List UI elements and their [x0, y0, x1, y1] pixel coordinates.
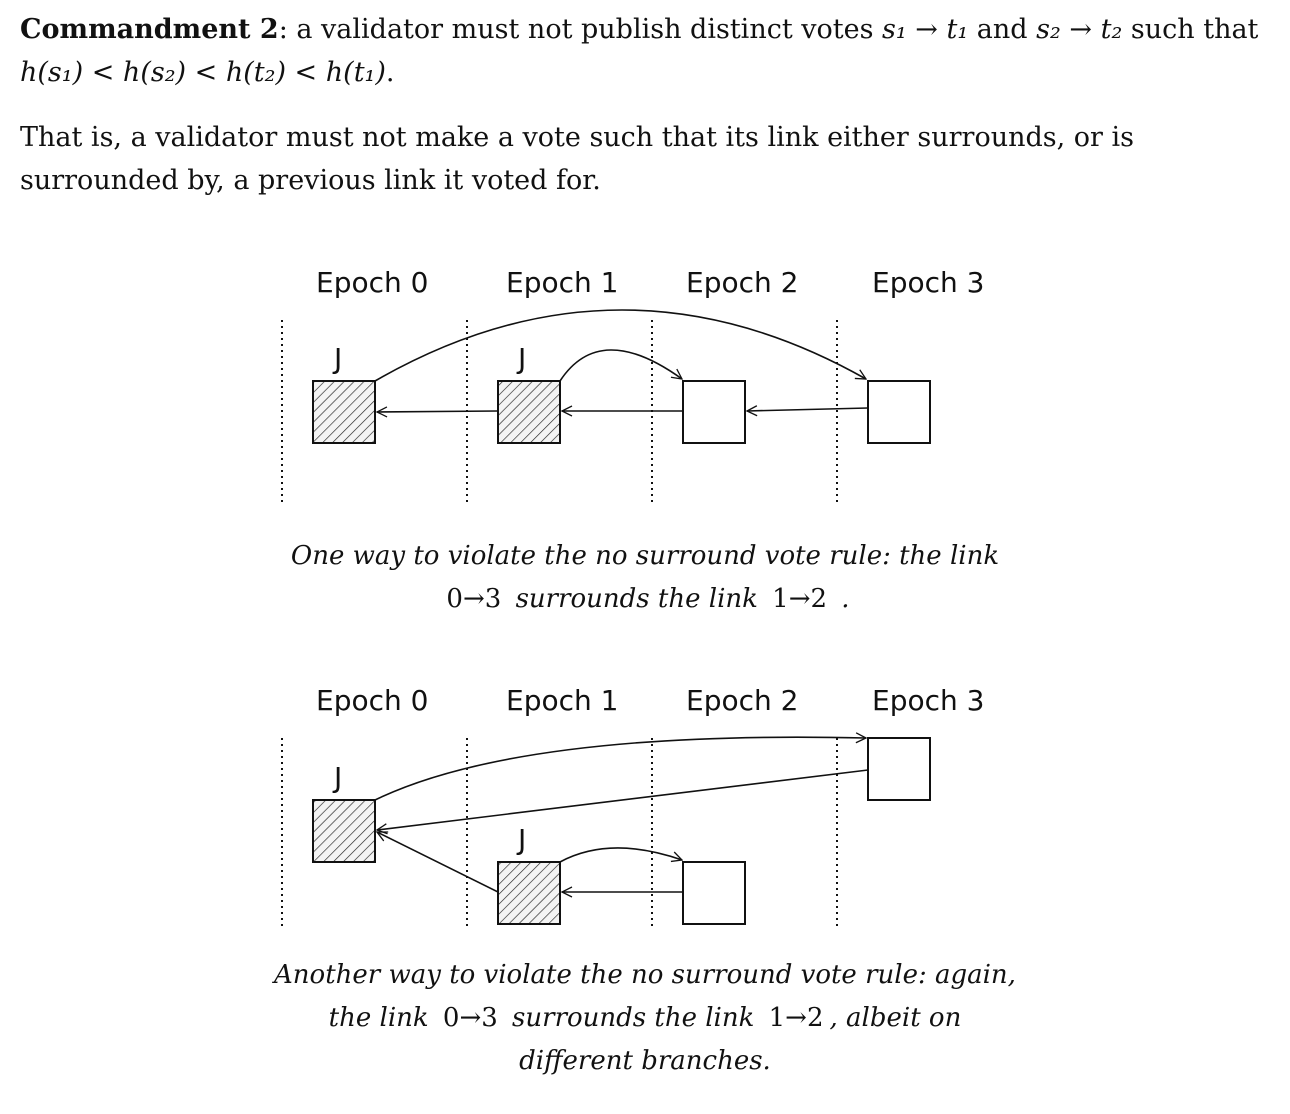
caption-link-outer: 0→3 — [442, 1003, 498, 1033]
vote-link-0-to-3 — [374, 737, 866, 801]
block-epoch-3 — [867, 737, 931, 801]
caption-text: One way to violate the no surround vote … — [290, 541, 1000, 571]
epoch-3-label: Epoch 3 — [872, 266, 984, 299]
figure-2-caption: Another way to violate the no surround v… — [225, 954, 1065, 1083]
commandment-text-b: and — [968, 14, 1037, 45]
caption-text: , albeit on — [829, 1003, 962, 1033]
commandment-text-d: . — [385, 57, 395, 88]
block-epoch-3 — [867, 380, 931, 444]
commandment-text-c: such that — [1122, 14, 1259, 45]
epoch-2-label: Epoch 2 — [686, 684, 798, 717]
block-epoch-1-justified — [497, 380, 561, 444]
block-epoch-0-justified — [312, 799, 376, 863]
commandment-label: Commandment 2 — [20, 14, 279, 45]
block-epoch-0-justified — [312, 380, 376, 444]
vote-link-1-to-2 — [559, 349, 682, 382]
vote-1: s₁ → t₁ — [882, 14, 969, 45]
caption-text: Another way to violate the no surround v… — [274, 960, 1016, 990]
vote-2: s₂ → t₂ — [1036, 14, 1123, 45]
caption-text: different branches. — [519, 1046, 771, 1076]
explanation-paragraph: That is, a validator must not make a vot… — [20, 122, 1135, 196]
epoch-2-label: Epoch 2 — [686, 266, 798, 299]
justified-label: J — [516, 823, 526, 856]
commandment-paragraph: Commandment 2: a validator must not publ… — [20, 8, 1270, 94]
block-epoch-2 — [682, 861, 746, 925]
commandment-text-a: : a validator must not publish distinct … — [278, 14, 883, 45]
block-epoch-1-justified — [497, 861, 561, 925]
epoch-0-label: Epoch 0 — [316, 684, 428, 717]
parent-link — [747, 408, 869, 411]
parent-link — [377, 831, 499, 893]
figure-2-diagram: Epoch 0 Epoch 1 Epoch 2 Epoch 3 J J — [281, 684, 984, 926]
caption-text: . — [841, 584, 850, 614]
epoch-3-label: Epoch 3 — [872, 684, 984, 717]
vote-link-0-to-3 — [374, 309, 866, 382]
justified-label: J — [516, 342, 526, 375]
block-epoch-2 — [682, 380, 746, 444]
caption-link-inner: 1→2 — [772, 584, 828, 614]
caption-link-inner: 1→2 — [768, 1003, 824, 1033]
caption-text: the link — [328, 1003, 429, 1033]
justified-label: J — [332, 342, 342, 375]
caption-link-outer: 0→3 — [446, 584, 502, 614]
figure-1-diagram: Epoch 0 Epoch 1 Epoch 2 Epoch 3 J J — [281, 266, 984, 506]
justified-label: J — [332, 761, 342, 794]
caption-text: surrounds the link — [515, 584, 758, 614]
epoch-1-label: Epoch 1 — [506, 684, 618, 717]
caption-text: surrounds the link — [512, 1003, 755, 1033]
parent-link — [377, 411, 499, 412]
vote-link-1-to-2 — [559, 847, 682, 863]
epoch-1-label: Epoch 1 — [506, 266, 618, 299]
epoch-0-label: Epoch 0 — [316, 266, 428, 299]
parent-link — [377, 769, 869, 830]
surround-condition: h(s₁) < h(s₂) < h(t₂) < h(t₁) — [20, 57, 386, 88]
figure-1-caption: One way to violate the no surround vote … — [250, 535, 1040, 621]
